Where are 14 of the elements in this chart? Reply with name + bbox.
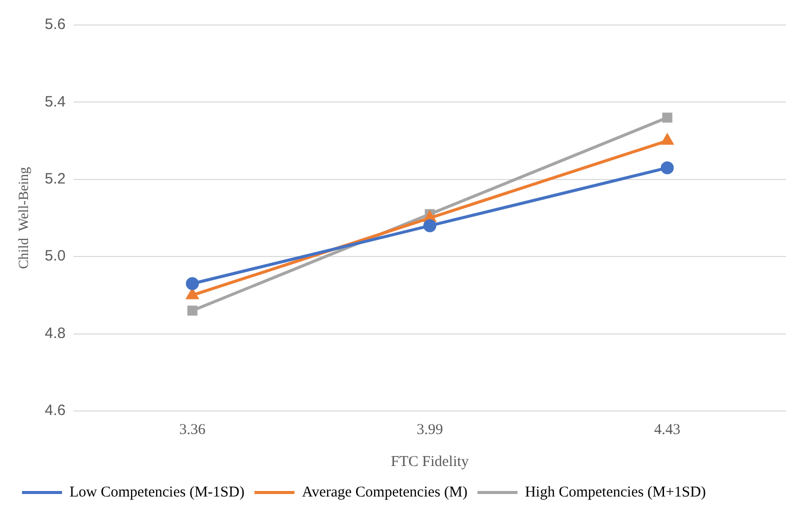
y-tick-label: 5.6 xyxy=(44,16,66,34)
y-axis-title: Child Well-Being xyxy=(17,166,32,270)
x-tick-label: 4.43 xyxy=(654,422,680,438)
y-tick-label: 4.8 xyxy=(44,324,66,342)
x-tick-label: 3.99 xyxy=(416,422,443,438)
legend-label: Low Competencies (M-1SD) xyxy=(70,484,244,500)
legend-label: Average Competencies (M) xyxy=(302,484,468,500)
y-tick-label: 5.4 xyxy=(44,93,66,110)
x-tick-label: 3.36 xyxy=(179,422,206,438)
y-tick-label: 5.2 xyxy=(44,170,66,188)
x-axis-title: FTC Fidelity xyxy=(390,454,470,470)
y-tick-label: 5.0 xyxy=(44,248,66,265)
y-tick-label: 4.6 xyxy=(44,402,66,420)
legend-label: High Competencies (M+1SD) xyxy=(524,484,706,500)
